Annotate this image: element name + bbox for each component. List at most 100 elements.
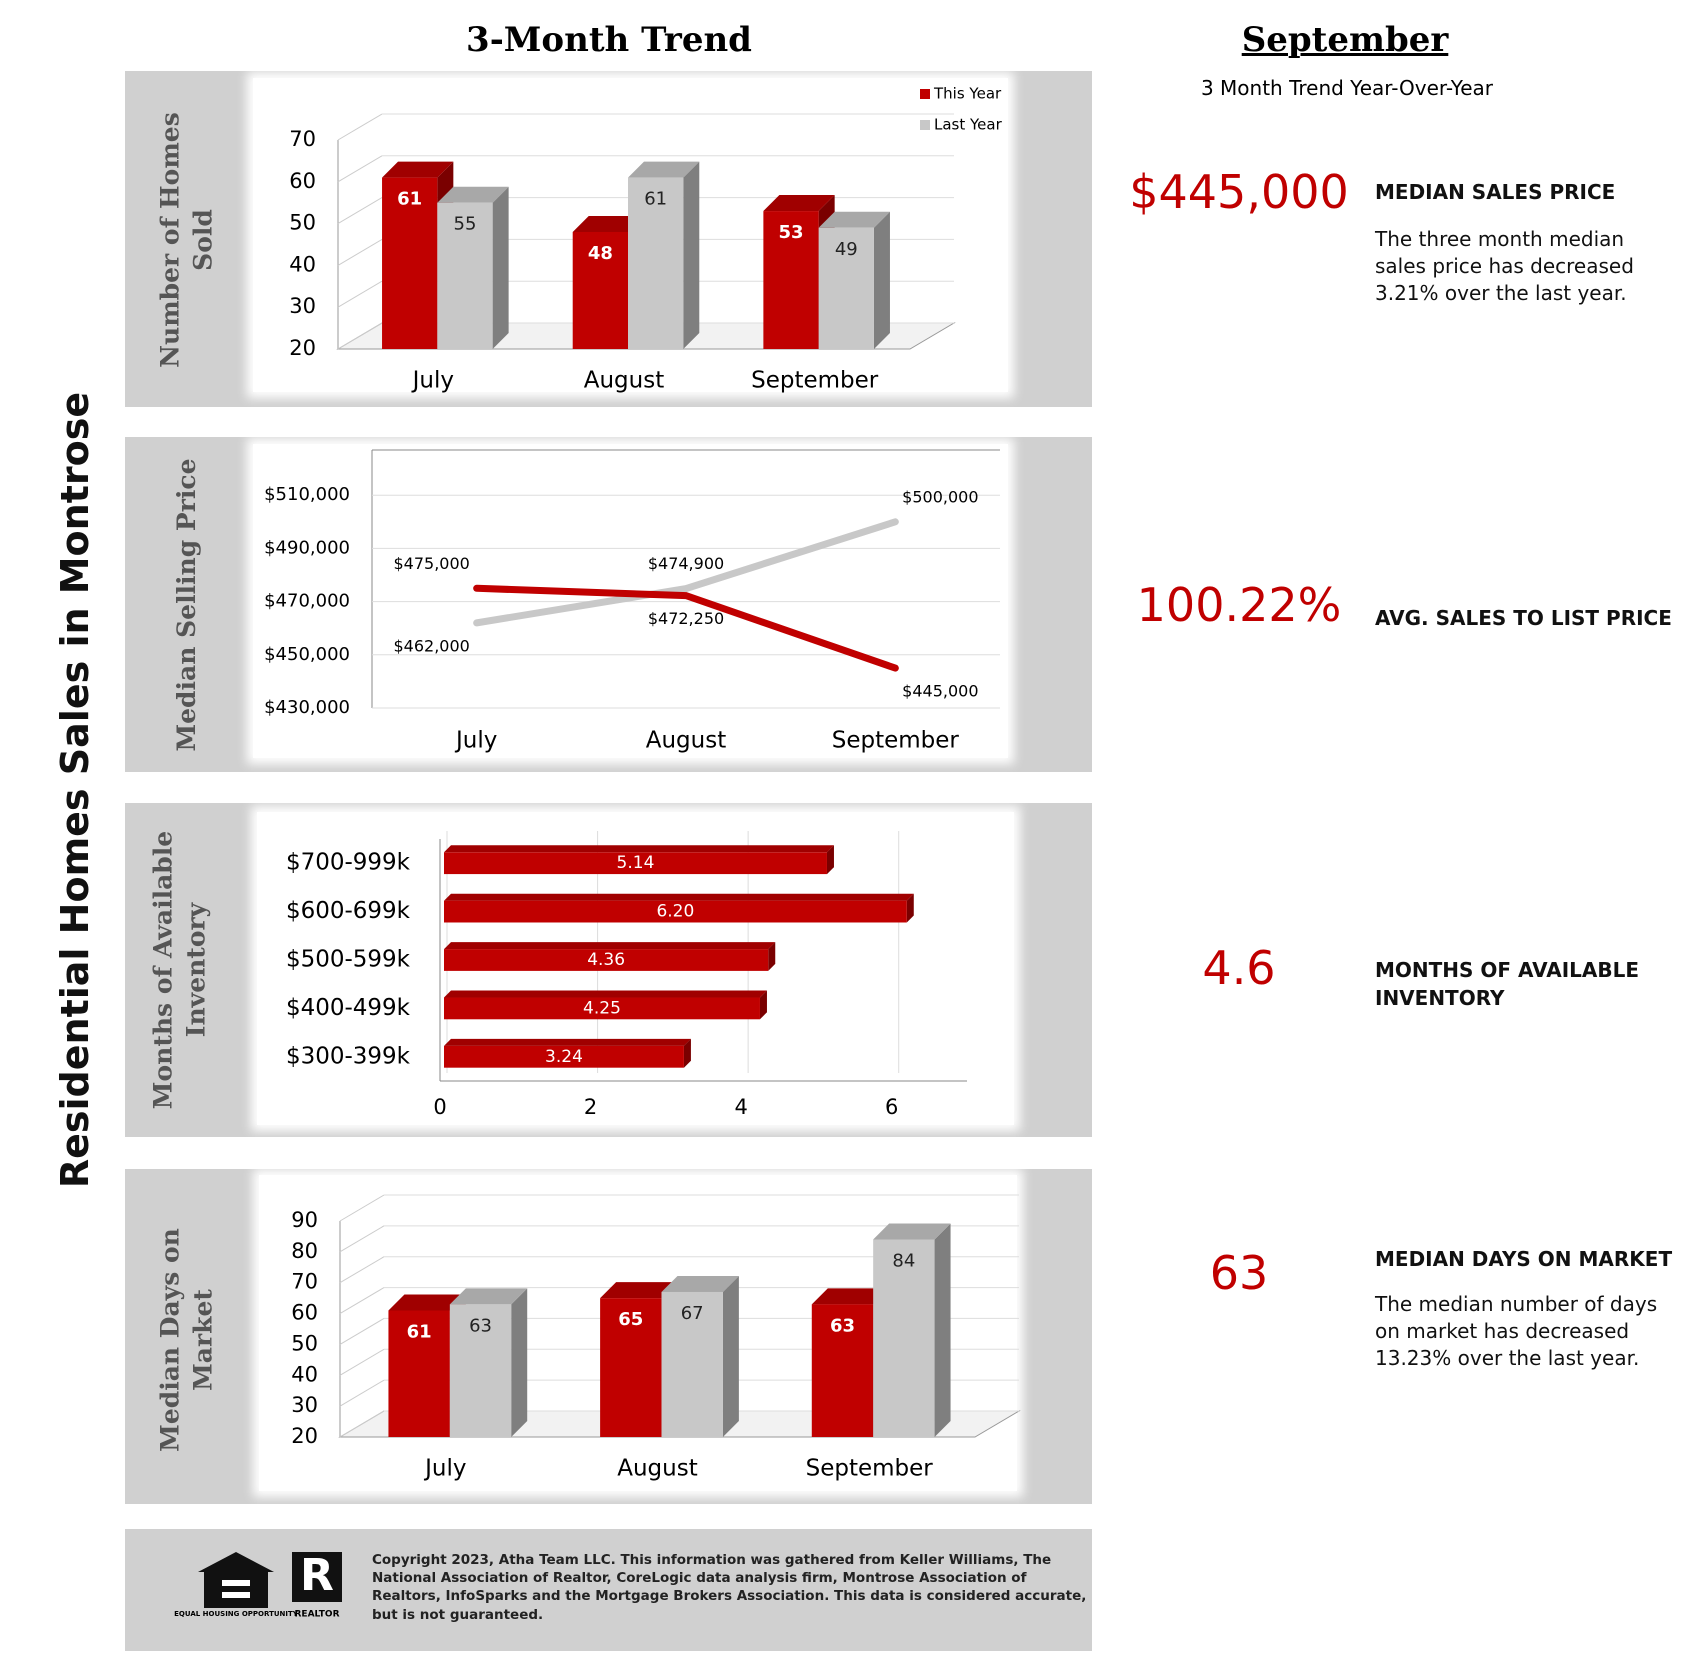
y-tick-label: 20: [289, 336, 316, 360]
grid-line: [339, 1256, 385, 1284]
x-tick-label: September: [751, 368, 879, 394]
y-tick-label: 50: [289, 211, 316, 235]
bar-top: [661, 1275, 739, 1292]
bar: [763, 211, 819, 349]
y-tick-label: 30: [291, 1393, 318, 1417]
y-tick-label: $700-999k: [286, 850, 411, 876]
data-label: $462,000: [393, 636, 469, 655]
bar-top: [449, 1288, 528, 1305]
bar-side: [826, 845, 834, 875]
bar: [444, 1045, 684, 1068]
kpi-value: 63: [1209, 1246, 1269, 1300]
y-tick-label: 60: [289, 169, 316, 193]
grid-line: [337, 113, 383, 141]
y-axis-title: Number of Homes Sold: [155, 112, 218, 368]
y-tick-label: $490,000: [264, 537, 350, 558]
bar-top: [444, 893, 914, 901]
legend-label: This Year: [933, 85, 1002, 103]
data-label: 3.24: [545, 1047, 583, 1067]
svg-text:R: R: [300, 1550, 334, 1601]
footer-text: Copyright 2023, Atha Team LLC. This info…: [372, 1552, 1087, 1623]
kpi-label: MEDIAN DAYS ON MARKET: [1375, 1247, 1673, 1271]
y-tick-label: 40: [289, 252, 316, 276]
line: [473, 584, 899, 672]
x-tick-label: 2: [584, 1095, 597, 1119]
line: [473, 518, 899, 627]
bar: [600, 1298, 662, 1437]
bar-top: [437, 186, 509, 203]
data-label: 48: [588, 243, 613, 264]
y-tick-label: 60: [291, 1301, 318, 1325]
data-label: 5.14: [617, 853, 655, 873]
data-label: $475,000: [393, 554, 469, 573]
bar: [444, 949, 769, 971]
bar-side: [873, 211, 890, 349]
kpi-text: The median number of days on market has …: [1375, 1292, 1658, 1370]
y-tick-label: 90: [291, 1208, 318, 1232]
y-tick-label: $300-399k: [286, 1043, 411, 1069]
data-label: $472,250: [648, 609, 724, 628]
data-label: 53: [778, 222, 803, 243]
bar: [818, 227, 874, 349]
y-tick-label: $400-499k: [286, 995, 411, 1021]
bar-side: [759, 990, 767, 1020]
summary-subheading: 3 Month Trend Year-Over-Year: [1200, 76, 1494, 100]
data-label: 4.25: [583, 998, 621, 1018]
x-tick-label: September: [832, 728, 960, 754]
kpi-value: 4.6: [1202, 941, 1276, 995]
data-label: 63: [469, 1315, 492, 1336]
grid-line: [339, 1410, 385, 1438]
trend-heading: 3-Month Trend: [466, 20, 752, 60]
data-label: $500,000: [902, 487, 978, 506]
bar: [628, 177, 684, 349]
legend-label: Last Year: [934, 116, 1003, 134]
y-tick-label: 30: [289, 294, 316, 318]
kpi-label: MONTHS OF AVAILABLE INVENTORY: [1375, 958, 1640, 1010]
data-label: 63: [830, 1315, 855, 1336]
x-tick-label: July: [454, 728, 497, 754]
x-tick-label: July: [411, 368, 454, 394]
grid-line: [337, 280, 383, 308]
bar: [661, 1291, 723, 1437]
bar-side: [683, 1038, 691, 1068]
bar-top: [382, 161, 454, 178]
legend-swatch: [920, 89, 930, 99]
data-label: 4.36: [587, 950, 625, 970]
bar-top: [444, 990, 767, 998]
grid-line: [339, 1194, 385, 1222]
x-tick-label: July: [423, 1456, 466, 1482]
bar: [811, 1304, 874, 1437]
bar-top: [444, 1038, 691, 1046]
bar: [388, 1310, 450, 1437]
bar-side: [768, 942, 776, 971]
summary-heading: September: [1241, 20, 1449, 60]
y-tick-label: $600-699k: [286, 898, 411, 924]
bar: [382, 177, 438, 349]
bar-top: [873, 1223, 951, 1240]
bar-side: [906, 893, 914, 923]
bar-top: [600, 1282, 678, 1299]
data-label: 6.20: [656, 902, 694, 922]
equal-housing-logo: EQUAL HOUSING OPPORTUNITY: [174, 1552, 299, 1618]
data-label: 84: [892, 1251, 915, 1272]
realtor-logo: R REALTOR: [292, 1550, 342, 1620]
grid-line: [339, 1317, 385, 1345]
x-tick-label: August: [646, 728, 727, 754]
bar-side: [934, 1223, 951, 1437]
grid-line: [339, 1379, 385, 1407]
bar-top: [444, 845, 834, 853]
bar: [873, 1239, 935, 1437]
x-tick-label: 6: [885, 1095, 898, 1119]
grid-line: [337, 155, 383, 183]
x-tick-label: August: [617, 1456, 698, 1482]
data-label: $474,900: [648, 554, 724, 573]
kpi-label: MEDIAN SALES PRICE: [1375, 180, 1616, 204]
bar-top: [572, 215, 644, 232]
y-tick-label: 70: [291, 1270, 318, 1294]
y-tick-label: 50: [291, 1331, 318, 1355]
x-tick-label: 0: [433, 1095, 446, 1119]
x-tick-label: August: [584, 368, 665, 394]
bar: [444, 997, 760, 1020]
data-label: 61: [644, 189, 667, 210]
